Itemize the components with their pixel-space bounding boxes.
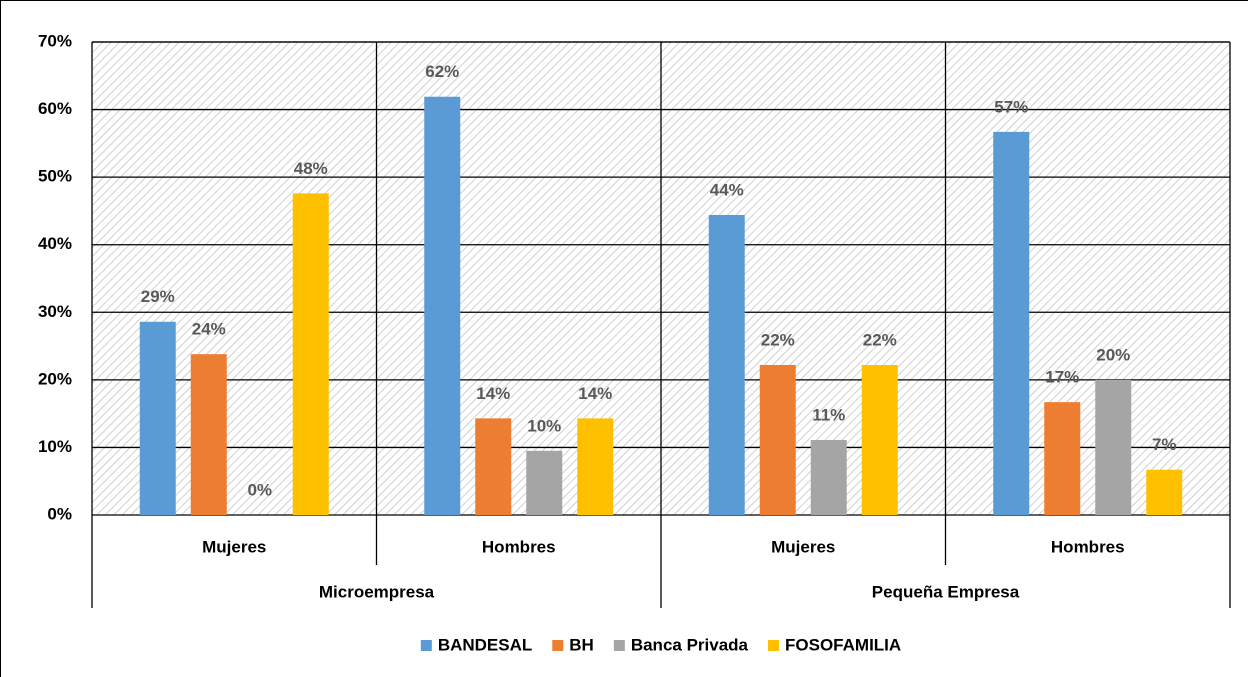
- bar: [577, 418, 614, 515]
- y-tick-label: 20%: [38, 369, 72, 388]
- bar: [1095, 379, 1132, 515]
- value-label: 22%: [761, 330, 795, 349]
- legend-swatch: [552, 640, 564, 651]
- value-label: 11%: [812, 405, 845, 424]
- value-label: 0%: [247, 480, 272, 499]
- value-label: 10%: [527, 416, 561, 435]
- value-label: 14%: [476, 384, 510, 403]
- legend-label: Banca Privada: [631, 635, 749, 654]
- legend-swatch: [613, 640, 625, 651]
- value-label: 7%: [1152, 435, 1177, 454]
- bar: [475, 418, 512, 515]
- value-label: 57%: [994, 97, 1028, 116]
- y-tick-label: 40%: [38, 234, 72, 253]
- bar: [861, 364, 898, 515]
- y-tick-label: 0%: [47, 504, 72, 523]
- x-tick-label: Mujeres: [202, 537, 266, 556]
- group-label: Pequeña Empresa: [872, 582, 1020, 601]
- bar: [759, 364, 796, 515]
- value-label: 62%: [425, 62, 459, 81]
- value-label: 22%: [863, 330, 897, 349]
- legend-swatch: [420, 640, 432, 651]
- legend-label: BANDESAL: [438, 635, 532, 654]
- bar: [139, 321, 176, 515]
- legend-label: FOSOFAMILIA: [785, 635, 901, 654]
- y-tick-label: 60%: [38, 99, 72, 118]
- bar: [1146, 469, 1183, 515]
- bar: [1044, 402, 1081, 515]
- value-label: 14%: [578, 384, 612, 403]
- legend-swatch: [768, 640, 780, 651]
- bar: [292, 193, 329, 516]
- bar: [424, 96, 461, 516]
- bar: [810, 439, 847, 515]
- value-label: 48%: [294, 159, 328, 178]
- y-tick-label: 50%: [38, 167, 72, 186]
- value-label: 24%: [192, 320, 226, 339]
- value-label: 29%: [141, 287, 175, 306]
- bar: [526, 450, 563, 515]
- bar: [993, 131, 1030, 515]
- legend-label: BH: [569, 635, 594, 654]
- x-tick-label: Mujeres: [771, 537, 835, 556]
- y-tick-label: 10%: [38, 437, 72, 456]
- bar: [190, 354, 227, 515]
- y-tick-label: 70%: [38, 31, 72, 50]
- bar: [708, 214, 745, 516]
- x-tick-label: Hombres: [1051, 537, 1125, 556]
- value-label: 20%: [1096, 345, 1130, 364]
- value-label: 44%: [710, 180, 744, 199]
- group-label: Microempresa: [319, 582, 435, 601]
- y-tick-label: 30%: [38, 302, 72, 321]
- value-label: 17%: [1045, 368, 1079, 387]
- x-tick-label: Hombres: [482, 537, 556, 556]
